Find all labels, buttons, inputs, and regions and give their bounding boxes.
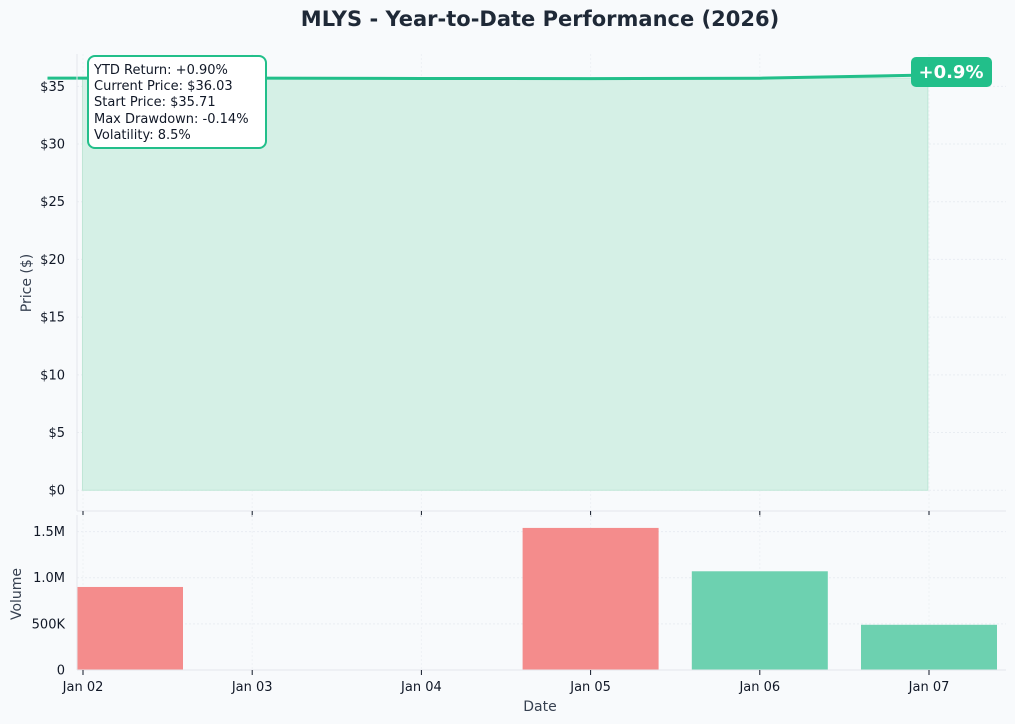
x-axis-label: Date [523, 699, 556, 715]
price-y-tick-label: $0 [48, 484, 65, 499]
price-axis-label: Price ($) [19, 254, 35, 312]
price-y-tick-label: $10 [40, 368, 65, 383]
price-y-tick-label: $5 [48, 426, 65, 441]
stats-volatility: Volatility: 8.5% [94, 128, 191, 143]
volume-y-tick-label: 1.5M [33, 525, 65, 540]
volume-bar [522, 527, 659, 670]
stats-start-price: Start Price: $35.71 [94, 95, 216, 110]
stats-ytd-return: YTD Return: +0.90% [93, 63, 228, 78]
return-badge: +0.9% [911, 57, 992, 87]
price-y-tick-label: $25 [40, 195, 65, 210]
x-tick-label: Jan 06 [738, 680, 780, 695]
volume-panel: 0 500K 1.0M 1.5M Jan 02 Jan 03 Jan 04 Jan 05 Jan… [32, 515, 1006, 695]
stats-box: YTD Return: +0.90% Current Price: $36.03… [87, 55, 267, 149]
price-y-tick-label: $20 [40, 253, 65, 268]
volume-y-tick-label: 500K [32, 617, 66, 632]
volume-axis-label: Volume [9, 568, 25, 620]
volume-bar [77, 586, 183, 670]
x-tick-label: Jan 03 [231, 680, 273, 695]
volume-bar [861, 624, 997, 670]
x-tick-label: Jan 05 [569, 680, 611, 695]
stats-max-drawdown: Max Drawdown: -0.14% [94, 112, 249, 127]
x-tick-label: Jan 07 [908, 680, 950, 695]
volume-y-tick-label: 1.0M [33, 571, 65, 586]
return-badge-label: +0.9% [918, 62, 983, 83]
price-y-tick-label: $30 [40, 138, 65, 153]
x-tick-label: Jan 04 [400, 680, 442, 695]
volume-bar [691, 571, 828, 670]
return-badge-background [911, 57, 992, 87]
stats-current-price: Current Price: $36.03 [94, 79, 233, 94]
x-tick-label: Jan 02 [62, 680, 104, 695]
volume-bars [77, 527, 997, 670]
chart-title: MLYS - Year-to-Date Performance (2026) [301, 7, 779, 31]
price-y-tick-label: $15 [40, 311, 65, 326]
price-y-tick-label: $35 [40, 80, 65, 95]
volume-y-tick-label: 0 [57, 664, 65, 679]
stats-box-frame [87, 55, 267, 149]
